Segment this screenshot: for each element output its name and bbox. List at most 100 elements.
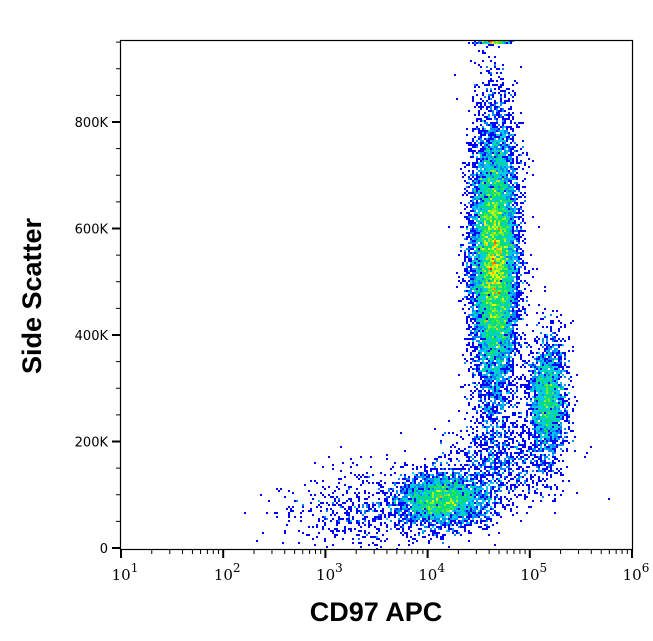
density-cell [482, 212, 484, 214]
density-cell [544, 428, 546, 430]
density-cell [488, 408, 490, 410]
density-cell [494, 400, 496, 402]
density-cell [490, 326, 492, 328]
density-cell [516, 240, 518, 242]
density-cell [506, 308, 508, 310]
density-cell [492, 190, 494, 192]
density-cell [500, 372, 502, 374]
density-cell [486, 140, 488, 142]
density-cell [496, 330, 498, 332]
density-cell [492, 124, 494, 126]
density-cell [476, 160, 478, 162]
density-cell [504, 352, 506, 354]
density-cell [500, 356, 502, 358]
density-cell [472, 96, 474, 98]
density-cell [506, 304, 508, 306]
density-cell [510, 280, 512, 282]
density-cell [504, 260, 506, 262]
density-cell [500, 188, 502, 190]
density-cell [548, 404, 550, 406]
density-cell [556, 344, 558, 346]
density-cell [514, 94, 516, 96]
density-cell [482, 230, 484, 232]
density-cell [492, 364, 494, 366]
density-cell [468, 212, 470, 214]
density-cell [552, 430, 554, 432]
density-cell [504, 258, 506, 260]
density-cell [520, 230, 522, 232]
density-cell [474, 444, 476, 446]
density-cell [498, 280, 500, 282]
density-cell [554, 350, 556, 352]
density-cell [496, 306, 498, 308]
density-cell [482, 288, 484, 290]
density-cell [500, 244, 502, 246]
density-cell [548, 382, 550, 384]
density-cell [476, 196, 478, 198]
density-cell [500, 434, 502, 436]
density-cell [472, 244, 474, 246]
density-cell [462, 504, 464, 506]
density-cell [502, 244, 504, 246]
density-cell [502, 348, 504, 350]
density-cell [498, 222, 500, 224]
density-cell [476, 200, 478, 202]
density-cell [522, 250, 524, 252]
density-cell [508, 154, 510, 156]
density-cell [420, 510, 422, 512]
density-cell [462, 162, 464, 164]
density-cell [512, 406, 514, 408]
density-cell [544, 358, 546, 360]
density-cell [476, 320, 478, 322]
density-cell [506, 432, 508, 434]
density-cell [470, 300, 472, 302]
density-cell [498, 204, 500, 206]
density-cell [524, 186, 526, 188]
density-cell [488, 218, 490, 220]
density-cell [510, 258, 512, 260]
density-cell [482, 198, 484, 200]
density-cell [560, 402, 562, 404]
density-cell [484, 276, 486, 278]
density-cell [498, 194, 500, 196]
density-cell [542, 436, 544, 438]
density-cell [480, 352, 482, 354]
density-cell [488, 204, 490, 206]
density-cell [506, 274, 508, 276]
density-cell [484, 310, 486, 312]
density-cell [502, 154, 504, 156]
density-cell [500, 342, 502, 344]
density-cell [534, 414, 536, 416]
density-cell [486, 416, 488, 418]
density-cell [468, 216, 470, 218]
density-cell [486, 494, 488, 496]
density-cell [518, 412, 520, 414]
density-cell [516, 282, 518, 284]
density-cell [536, 416, 538, 418]
density-cell [486, 182, 488, 184]
density-cell [500, 228, 502, 230]
density-cell [478, 292, 480, 294]
density-cell [530, 364, 532, 366]
density-cell [476, 248, 478, 250]
density-cell [448, 486, 450, 488]
density-cell [488, 124, 490, 126]
density-cell [540, 442, 542, 444]
density-cell [508, 266, 510, 268]
density-cell [486, 334, 488, 336]
density-cell [472, 344, 474, 346]
density-cell [546, 326, 548, 328]
density-cell [478, 212, 480, 214]
density-cell [560, 354, 562, 356]
density-cell [514, 252, 516, 254]
density-cell [556, 444, 558, 446]
density-cell [568, 416, 570, 418]
density-cell [512, 350, 514, 352]
density-cell [506, 258, 508, 260]
density-cell [480, 176, 482, 178]
density-cell [464, 396, 466, 398]
density-cell [478, 216, 480, 218]
density-cell [494, 368, 496, 370]
density-cell [466, 298, 468, 300]
density-cell [470, 200, 472, 202]
